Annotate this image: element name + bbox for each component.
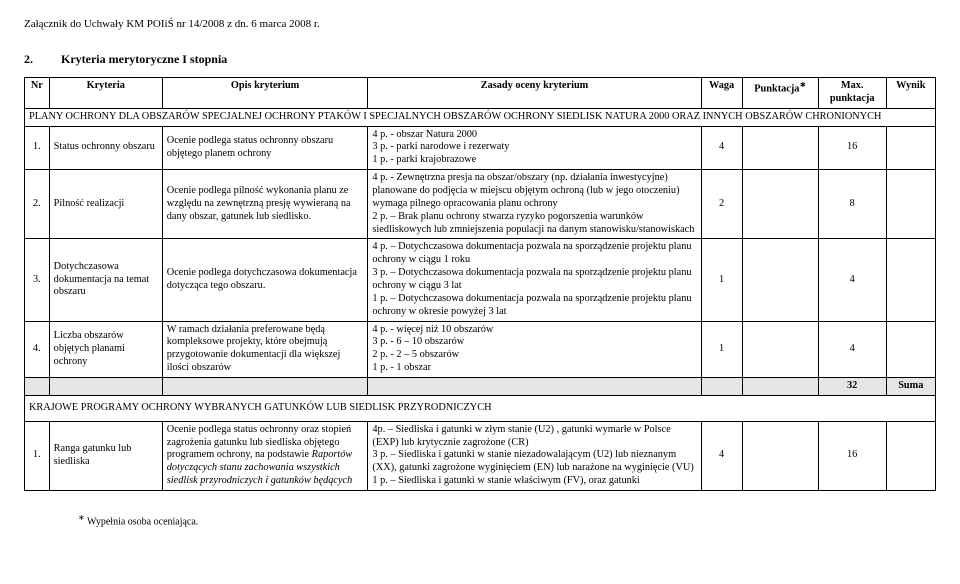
cell-criteria: Status ochronny obszaru: [49, 126, 162, 170]
cell-opis: Ocenie podlega status ochronny oraz stop…: [162, 421, 368, 490]
col-header-waga: Waga: [701, 78, 742, 109]
sum-spacer: [368, 378, 701, 396]
cell-punktacja: [742, 126, 818, 170]
cell-zasady: 4 p. - obszar Natura 2000 3 p. - parki n…: [368, 126, 701, 170]
section-a-row: PLANY OCHRONY DLA OBSZARÓW SPECJALNEJ OC…: [25, 108, 936, 126]
cell-criteria: Pilność realizacji: [49, 170, 162, 239]
cell-opis: Ocenie podlega pilność wykonania planu z…: [162, 170, 368, 239]
col-header-nr: Nr: [25, 78, 50, 109]
cell-wynik: [886, 421, 935, 490]
page-title: 2. Kryteria merytoryczne I stopnia: [24, 52, 936, 67]
table-row: 2. Pilność realizacji Ocenie podlega pil…: [25, 170, 936, 239]
criteria-table: Nr Kryteria Opis kryterium Zasady oceny …: [24, 77, 936, 491]
cell-punktacja: [742, 421, 818, 490]
cell-nr: 1.: [25, 421, 50, 490]
footnote-marker: ∗: [78, 513, 85, 522]
cell-punktacja: [742, 321, 818, 377]
section-b-row: KRAJOWE PROGRAMY OCHRONY WYBRANYCH GATUN…: [25, 395, 936, 421]
cell-opis: W ramach działania preferowane będą komp…: [162, 321, 368, 377]
cell-zasady: 4 p. – Dotychczasowa dokumentacja pozwal…: [368, 239, 701, 321]
attachment-header: Załącznik do Uchwały KM POIiŚ nr 14/2008…: [24, 18, 936, 30]
cell-wynik: [886, 126, 935, 170]
cell-wynik: [886, 321, 935, 377]
cell-nr: 4.: [25, 321, 50, 377]
sum-label: Suma: [886, 378, 935, 396]
cell-opis: Ocenie podlega status ochronny obszaru o…: [162, 126, 368, 170]
table-row: 3. Dotychczasowa dokumentacja na temat o…: [25, 239, 936, 321]
sum-spacer: [162, 378, 368, 396]
cell-criteria: Dotychczasowa dokumentacja na temat obsz…: [49, 239, 162, 321]
sum-row: 32 Suma: [25, 378, 936, 396]
cell-waga: 1: [701, 239, 742, 321]
cell-zasady: 4 p. - więcej niż 10 obszarów 3 p. - 6 –…: [368, 321, 701, 377]
table-row: 1. Status ochronny obszaru Ocenie podleg…: [25, 126, 936, 170]
cell-wynik: [886, 239, 935, 321]
cell-wynik: [886, 170, 935, 239]
title-number: 2.: [24, 52, 58, 67]
sum-value: 32: [818, 378, 886, 396]
col-header-zasady: Zasady oceny kryterium: [368, 78, 701, 109]
cell-max: 4: [818, 321, 886, 377]
header-row: Nr Kryteria Opis kryterium Zasady oceny …: [25, 78, 936, 109]
footnote-text: Wypełnia osoba oceniająca.: [85, 516, 199, 527]
section-b-title: KRAJOWE PROGRAMY OCHRONY WYBRANYCH GATUN…: [25, 395, 936, 421]
cell-waga: 4: [701, 126, 742, 170]
cell-criteria: Liczba obszarów objętych planami ochrony: [49, 321, 162, 377]
table-row: 1. Ranga gatunku lub siedliska Ocenie po…: [25, 421, 936, 490]
col-header-opis: Opis kryterium: [162, 78, 368, 109]
col-header-punktacja: Punktacja∗: [742, 78, 818, 109]
cell-punktacja: [742, 170, 818, 239]
cell-max: 8: [818, 170, 886, 239]
section-a-title: PLANY OCHRONY DLA OBSZARÓW SPECJALNEJ OC…: [25, 108, 936, 126]
sum-spacer: [25, 378, 50, 396]
title-text: Kryteria merytoryczne I stopnia: [61, 52, 227, 66]
cell-waga: 1: [701, 321, 742, 377]
cell-max: 16: [818, 126, 886, 170]
sum-spacer: [701, 378, 742, 396]
cell-nr: 2.: [25, 170, 50, 239]
cell-waga: 4: [701, 421, 742, 490]
cell-punktacja: [742, 239, 818, 321]
cell-opis: Ocenie podlega dotychczasowa dokumentacj…: [162, 239, 368, 321]
cell-max: 16: [818, 421, 886, 490]
cell-nr: 3.: [25, 239, 50, 321]
cell-zasady: 4 p. - Zewnętrzna presja na obszar/obsza…: [368, 170, 701, 239]
cell-waga: 2: [701, 170, 742, 239]
cell-nr: 1.: [25, 126, 50, 170]
table-row: 4. Liczba obszarów objętych planami ochr…: [25, 321, 936, 377]
sum-spacer: [742, 378, 818, 396]
cell-zasady: 4p. – Siedliska i gatunki w złym stanie …: [368, 421, 701, 490]
col-header-wynik: Wynik: [886, 78, 935, 109]
col-header-criteria: Kryteria: [49, 78, 162, 109]
cell-criteria: Ranga gatunku lub siedliska: [49, 421, 162, 490]
cell-max: 4: [818, 239, 886, 321]
col-header-max: Max. punktacja: [818, 78, 886, 109]
sum-spacer: [49, 378, 162, 396]
footnote: ∗ Wypełnia osoba oceniająca.: [78, 513, 936, 527]
